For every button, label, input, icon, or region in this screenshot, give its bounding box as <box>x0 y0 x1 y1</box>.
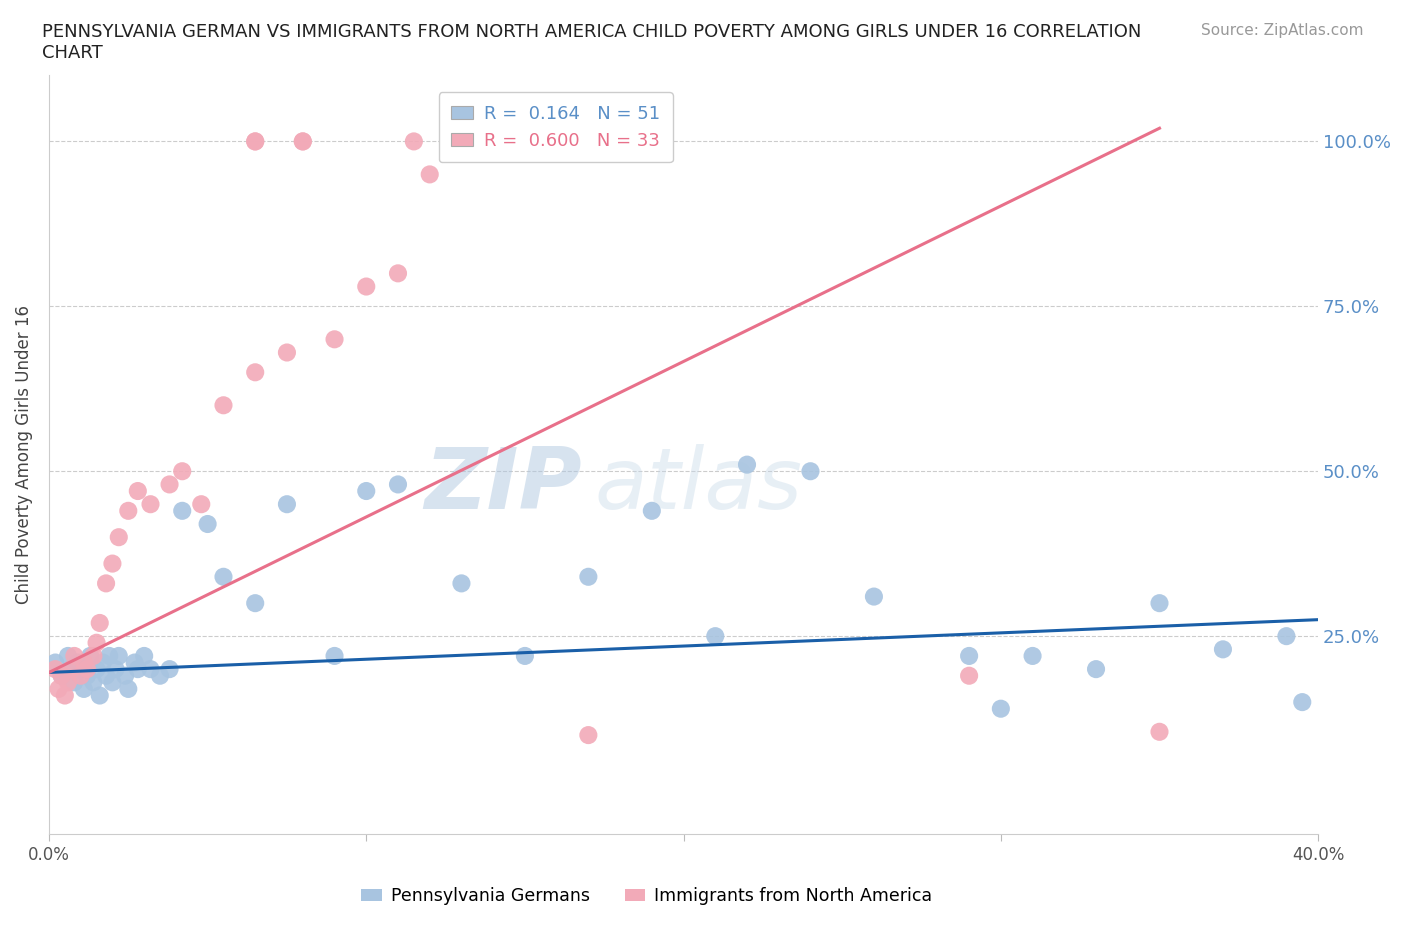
Point <box>245 365 267 379</box>
Point <box>44 661 66 676</box>
Point <box>212 398 235 413</box>
Point <box>101 556 124 571</box>
Point <box>356 484 378 498</box>
Point <box>1212 642 1234 657</box>
Point <box>104 661 127 676</box>
Point <box>94 669 117 684</box>
Point <box>245 134 267 149</box>
Text: atlas: atlas <box>595 444 803 526</box>
Point <box>76 661 98 676</box>
Point <box>450 134 472 149</box>
Point <box>402 134 425 149</box>
Point <box>117 682 139 697</box>
Point <box>957 648 980 663</box>
Point <box>323 332 346 347</box>
Point <box>63 648 86 663</box>
Point <box>513 648 536 663</box>
Point <box>114 669 136 684</box>
Point <box>56 648 79 663</box>
Text: Source: ZipAtlas.com: Source: ZipAtlas.com <box>1201 23 1364 38</box>
Point <box>69 661 91 676</box>
Point <box>101 675 124 690</box>
Point <box>89 616 111 631</box>
Point <box>44 655 66 670</box>
Point <box>419 167 441 182</box>
Point <box>276 497 298 512</box>
Point <box>139 497 162 512</box>
Point <box>94 576 117 591</box>
Point <box>159 661 181 676</box>
Point <box>1085 661 1108 676</box>
Point <box>245 596 267 611</box>
Point <box>117 503 139 518</box>
Point <box>51 669 73 684</box>
Legend: R =  0.164   N = 51, R =  0.600   N = 33: R = 0.164 N = 51, R = 0.600 N = 33 <box>439 92 672 163</box>
Point <box>291 134 314 149</box>
Point <box>172 464 194 479</box>
Point <box>79 648 101 663</box>
Point <box>245 134 267 149</box>
Y-axis label: Child Poverty Among Girls Under 16: Child Poverty Among Girls Under 16 <box>15 305 32 604</box>
Point <box>124 655 146 670</box>
Point <box>387 477 409 492</box>
Point <box>323 648 346 663</box>
Point <box>107 648 129 663</box>
Point <box>73 655 96 670</box>
Point <box>127 484 149 498</box>
Point <box>159 477 181 492</box>
Point <box>66 655 89 670</box>
Point <box>56 675 79 690</box>
Text: ZIP: ZIP <box>425 444 582 526</box>
Point <box>212 569 235 584</box>
Point <box>48 682 70 697</box>
Point <box>86 661 108 676</box>
Point <box>291 134 314 149</box>
Point <box>127 661 149 676</box>
Point <box>82 675 104 690</box>
Text: PENNSYLVANIA GERMAN VS IMMIGRANTS FROM NORTH AMERICA CHILD POVERTY AMONG GIRLS U: PENNSYLVANIA GERMAN VS IMMIGRANTS FROM N… <box>42 23 1142 62</box>
Point <box>1291 695 1313 710</box>
Legend: Pennsylvania Germans, Immigrants from North America: Pennsylvania Germans, Immigrants from No… <box>354 880 939 912</box>
Point <box>86 635 108 650</box>
Point <box>60 661 83 676</box>
Point <box>957 669 980 684</box>
Point <box>387 266 409 281</box>
Point <box>799 464 821 479</box>
Point <box>704 629 727 644</box>
Point <box>172 503 194 518</box>
Point <box>1275 629 1298 644</box>
Point <box>1021 648 1043 663</box>
Point <box>197 516 219 531</box>
Point <box>107 530 129 545</box>
Point <box>82 648 104 663</box>
Point <box>76 669 98 684</box>
Point <box>276 345 298 360</box>
Point <box>89 688 111 703</box>
Point <box>134 648 156 663</box>
Point <box>735 458 758 472</box>
Point <box>149 669 172 684</box>
Point <box>990 701 1012 716</box>
Point <box>450 576 472 591</box>
Point <box>1149 596 1171 611</box>
Point <box>863 589 886 604</box>
Point <box>69 669 91 684</box>
Point <box>51 669 73 684</box>
Point <box>73 682 96 697</box>
Point <box>60 661 83 676</box>
Point <box>53 688 76 703</box>
Point <box>576 569 599 584</box>
Point <box>190 497 212 512</box>
Point <box>98 648 121 663</box>
Point <box>356 279 378 294</box>
Point <box>139 661 162 676</box>
Point <box>576 727 599 742</box>
Point <box>63 675 86 690</box>
Point <box>641 503 664 518</box>
Point <box>91 655 114 670</box>
Point <box>1149 724 1171 739</box>
